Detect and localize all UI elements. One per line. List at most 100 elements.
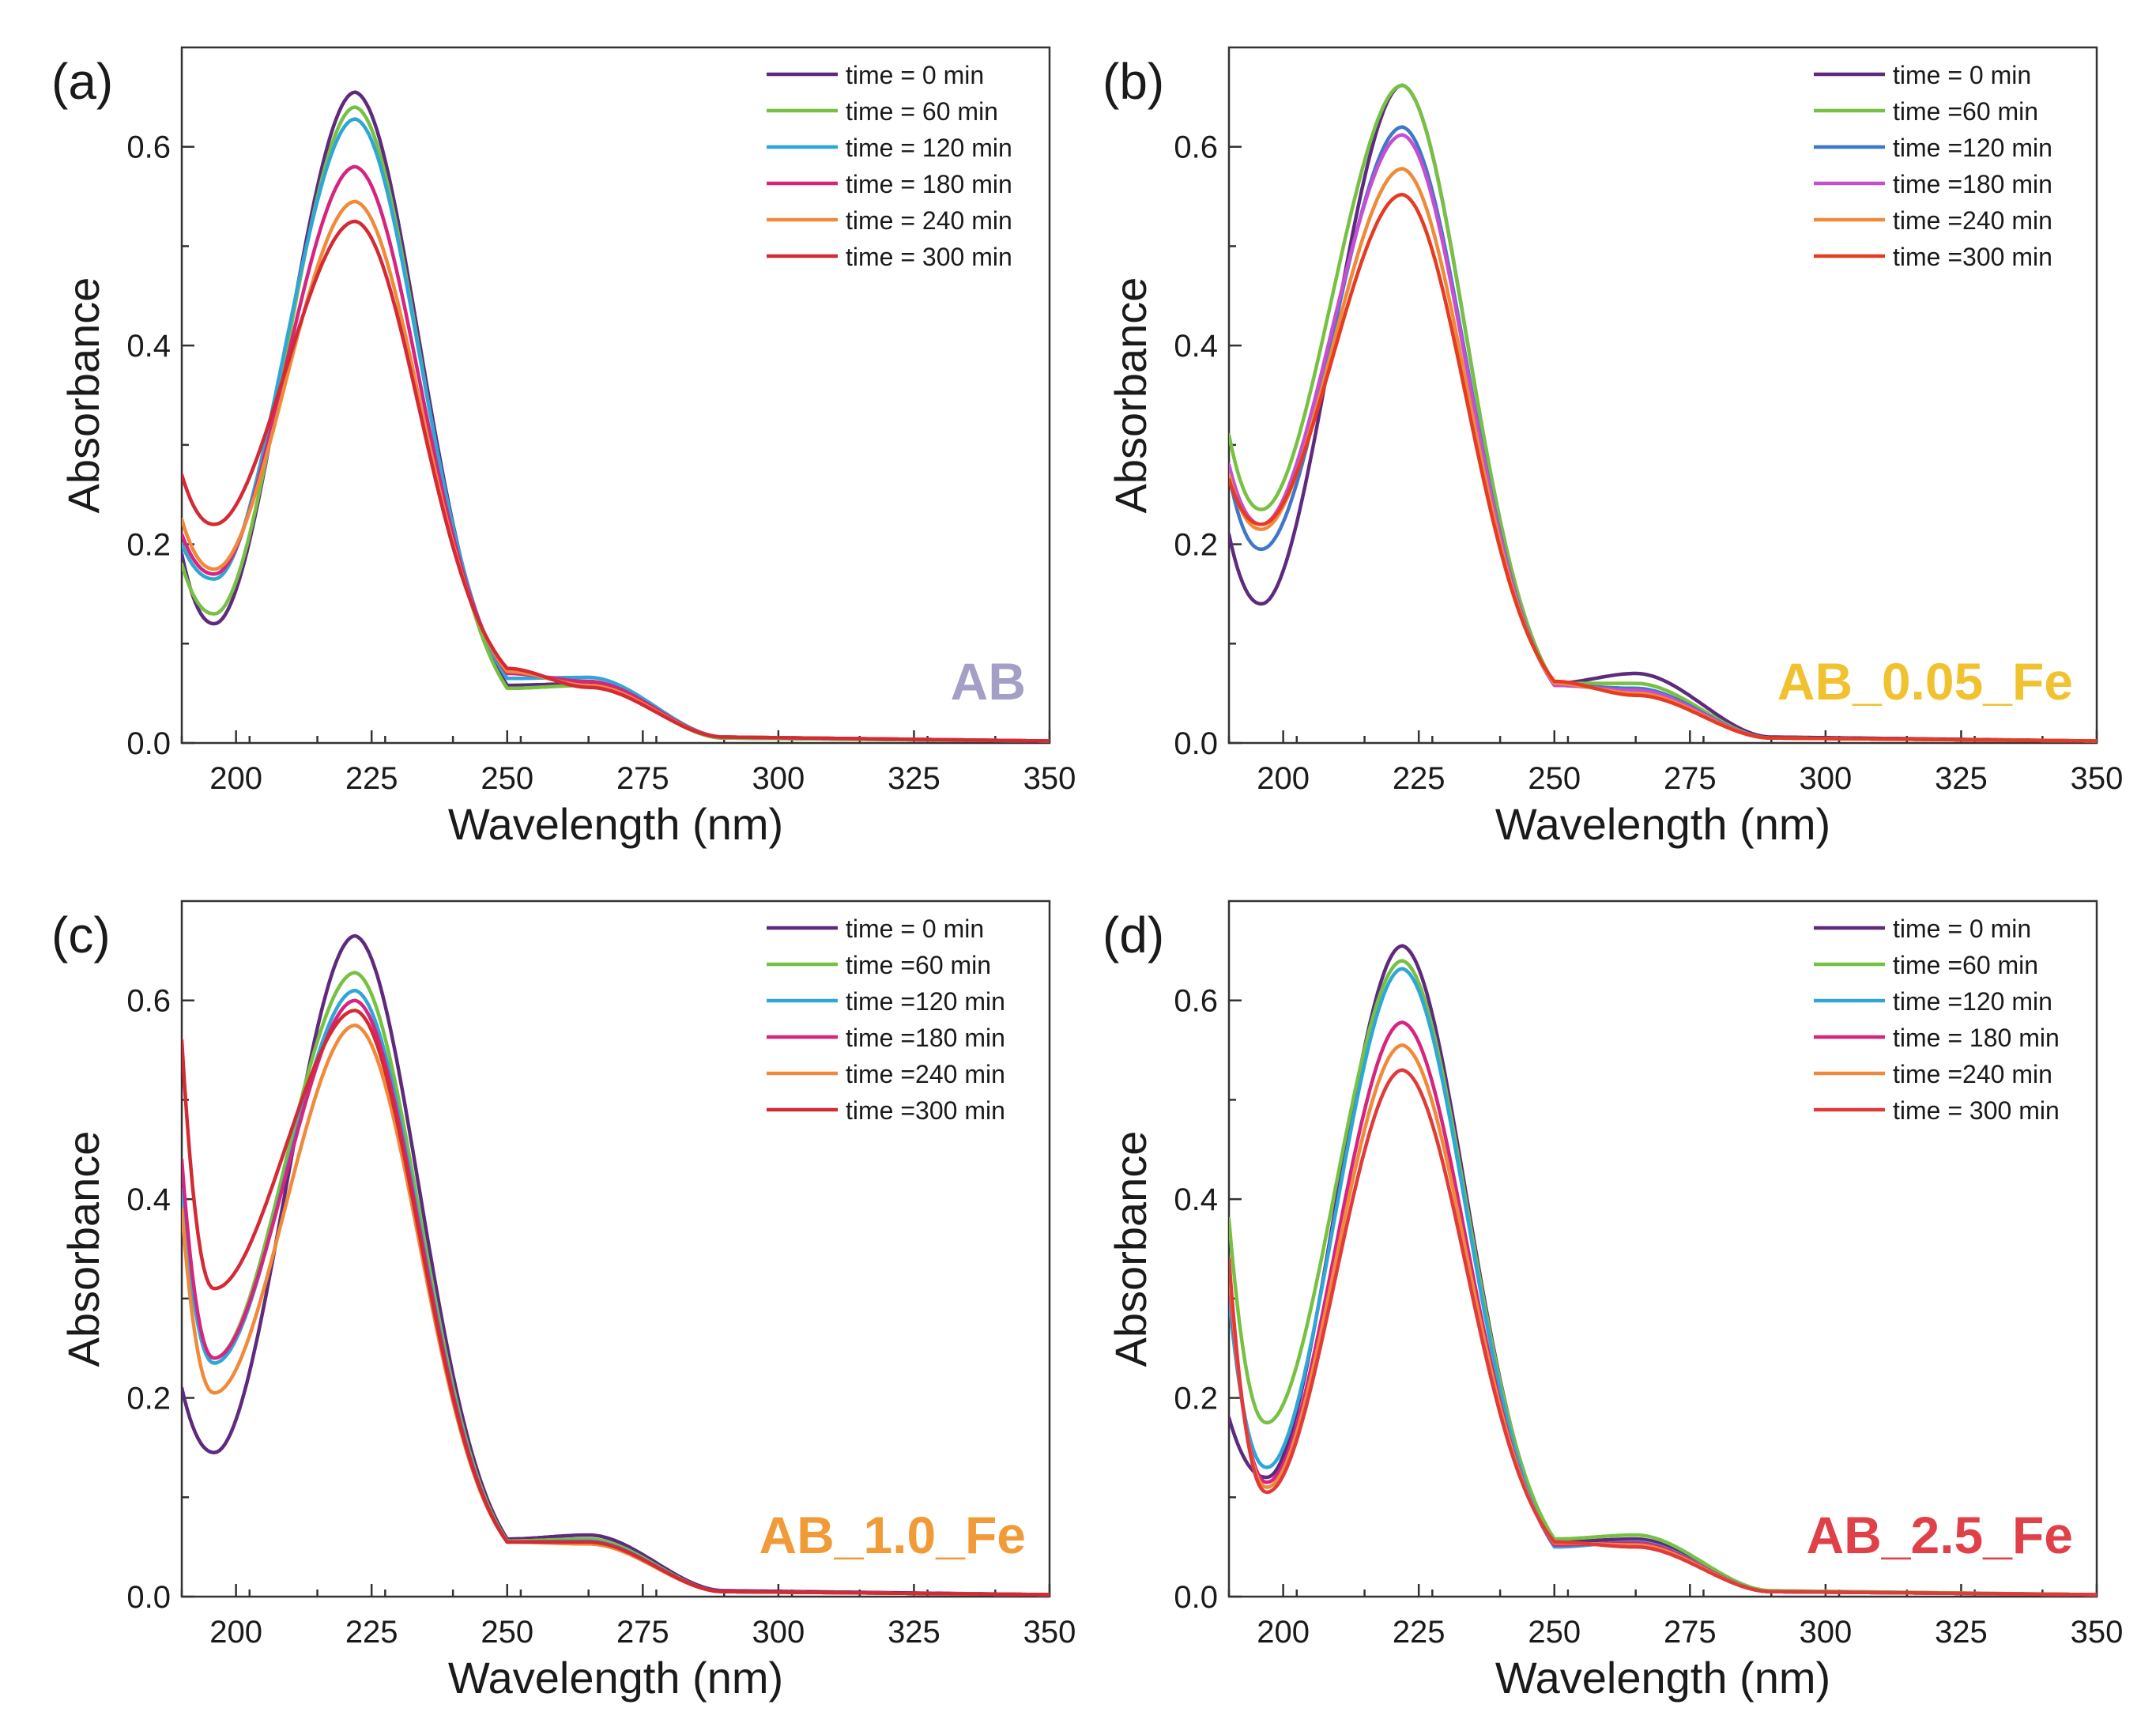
panel-letter: (a): [51, 53, 113, 110]
y-tick-label: 0.0: [1174, 1580, 1218, 1615]
legend-label-5: time =300 min: [846, 1096, 1005, 1125]
x-tick-label: 225: [345, 1615, 398, 1650]
series-line-5: [182, 219, 1050, 743]
x-tick-label: 300: [752, 761, 805, 796]
chart-panel-b: 200 225 250 275 300 325 350 0.0 0.2 0.4 0.6 Wavelen…: [1102, 46, 2124, 849]
chart-panel-a: 200 225 250 275 300 325 350 0.0 0.2 0.4 0.6 Wavelen…: [51, 46, 1076, 849]
series-line-5: [1229, 1068, 2097, 1597]
x-tick-label: 250: [481, 1615, 533, 1650]
y-tick-label: 0.6: [1174, 130, 1218, 165]
x-tick-label: 325: [1935, 761, 1988, 796]
series-line-1: [1229, 959, 2097, 1597]
y-tick-label: 0.4: [1174, 1182, 1218, 1217]
x-tick-label: 300: [1800, 761, 1853, 796]
legend-label-2: time =120 min: [1893, 134, 2052, 162]
legend-label-0: time = 0 min: [846, 915, 984, 943]
x-tick-label: 200: [1257, 761, 1310, 796]
plot-frame: [1227, 46, 2098, 745]
x-tick-label: 200: [209, 1615, 262, 1650]
plot-frame: [180, 46, 1051, 745]
y-tick-label: 0.2: [1174, 1382, 1218, 1416]
sample-label: AB: [951, 652, 1026, 711]
x-tick-label: 300: [1800, 1615, 1853, 1650]
y-tick-label: 0.0: [126, 726, 171, 761]
chart-panel-c: 200 225 250 275 300 325 350 0.0 0.2 0.4 0.6 Wavelen…: [51, 899, 1076, 1703]
legend-label-3: time =180 min: [846, 1024, 1005, 1052]
series-group: [1229, 83, 2097, 743]
sample-label: AB_0.05_Fe: [1777, 652, 2073, 711]
y-axis-title: Absorbance: [58, 277, 108, 514]
x-tick-label: 350: [2071, 761, 2124, 796]
legend-label-4: time = 240 min: [846, 206, 1012, 235]
series-group: [1229, 944, 2097, 1597]
y-tick-label: 0.6: [126, 130, 171, 165]
legend-label-4: time =240 min: [1893, 1060, 2052, 1088]
legend-label-3: time = 180 min: [1893, 1024, 2060, 1052]
sample-label: AB_1.0_Fe: [759, 1506, 1026, 1564]
x-tick-label: 325: [888, 1615, 940, 1650]
x-tick-label: 250: [1528, 1615, 1581, 1650]
y-tick-label: 0.4: [126, 329, 171, 364]
y-tick-label: 0.2: [126, 528, 171, 563]
x-tick-label: 225: [1393, 1615, 1446, 1650]
plot-frame: [1227, 899, 2098, 1598]
legend-label-0: time = 0 min: [846, 61, 984, 89]
x-tick-label: 300: [752, 1615, 805, 1650]
y-tick-label: 0.6: [126, 984, 171, 1019]
y-tick-label: 0.0: [1174, 726, 1218, 761]
legend-label-5: time = 300 min: [846, 243, 1012, 271]
panel-letter: (d): [1102, 907, 1164, 964]
y-tick-label: 0.4: [1174, 329, 1218, 364]
x-tick-label: 350: [1023, 761, 1076, 796]
legend-label-4: time =240 min: [1893, 206, 2052, 235]
x-tick-label: 325: [888, 761, 940, 796]
x-tick-label: 200: [1257, 1615, 1310, 1650]
x-axis-title: Wavelength (nm): [1495, 799, 1830, 849]
x-tick-label: 275: [1664, 1615, 1717, 1650]
plot-frame: [180, 899, 1051, 1598]
legend-label-5: time =300 min: [1893, 243, 2052, 271]
series-group: [182, 933, 1050, 1597]
x-tick-label: 225: [345, 761, 398, 796]
legend-label-0: time = 0 min: [1893, 61, 2031, 89]
series-line-4: [182, 199, 1050, 743]
series-line-5: [182, 1009, 1050, 1597]
legend-label-3: time = 180 min: [846, 170, 1012, 198]
legend-label-3: time =180 min: [1893, 170, 2052, 198]
x-tick-label: 275: [616, 761, 669, 796]
y-tick-label: 0.6: [1174, 984, 1218, 1019]
y-axis-title: Absorbance: [1106, 1131, 1155, 1367]
legend-label-5: time = 300 min: [1893, 1096, 2060, 1125]
y-tick-label: 0.0: [126, 1580, 171, 1615]
x-tick-label: 325: [1935, 1615, 1988, 1650]
x-axis-title: Wavelength (nm): [1495, 1653, 1830, 1703]
legend-label-2: time = 120 min: [846, 134, 1012, 162]
x-tick-label: 250: [1528, 761, 1581, 796]
y-tick-label: 0.2: [126, 1382, 171, 1416]
legend-label-4: time =240 min: [846, 1060, 1005, 1088]
y-tick-label: 0.4: [126, 1182, 171, 1217]
x-tick-label: 250: [481, 761, 533, 796]
series-line-1: [182, 105, 1050, 743]
legend-label-1: time =60 min: [1893, 951, 2038, 979]
y-tick-label: 0.2: [1174, 528, 1218, 563]
panel-letter: (b): [1102, 53, 1164, 110]
x-tick-label: 225: [1393, 761, 1446, 796]
legend-label-2: time =120 min: [1893, 987, 2052, 1016]
legend-label-1: time =60 min: [1893, 97, 2038, 126]
x-tick-label: 350: [2071, 1615, 2124, 1650]
y-axis-title: Absorbance: [1106, 277, 1155, 514]
x-tick-label: 275: [1664, 761, 1717, 796]
panel-letter: (c): [51, 907, 111, 964]
sample-label: AB_2.5_Fe: [1806, 1506, 2073, 1564]
series-group: [182, 90, 1050, 743]
legend-label-2: time =120 min: [846, 987, 1005, 1016]
x-tick-label: 350: [1023, 1615, 1076, 1650]
x-tick-label: 200: [209, 761, 262, 796]
series-line-5: [1229, 192, 2097, 743]
x-axis-title: Wavelength (nm): [448, 1653, 783, 1703]
x-tick-label: 275: [616, 1615, 669, 1650]
x-axis-title: Wavelength (nm): [448, 799, 783, 849]
chart-panel-d: 200 225 250 275 300 325 350 0.0 0.2 0.4 0.6 Wavelen…: [1102, 899, 2124, 1703]
